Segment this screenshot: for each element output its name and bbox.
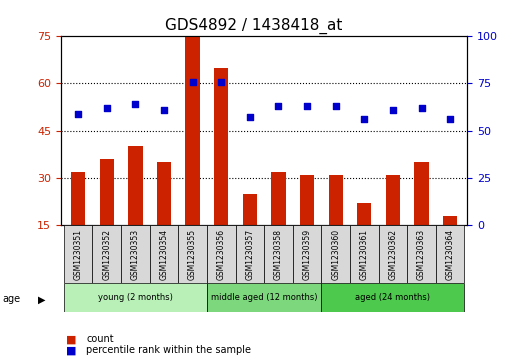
Text: aged (24 months): aged (24 months): [356, 293, 430, 302]
Point: [446, 117, 454, 122]
Bar: [243, 193, 257, 225]
Text: GSM1230363: GSM1230363: [417, 229, 426, 280]
FancyBboxPatch shape: [150, 225, 178, 283]
Text: GSM1230361: GSM1230361: [360, 229, 369, 280]
Point: [274, 103, 282, 109]
Text: GSM1230362: GSM1230362: [389, 229, 397, 280]
Point: [103, 105, 111, 111]
Bar: [415, 162, 429, 225]
FancyBboxPatch shape: [64, 225, 92, 283]
FancyBboxPatch shape: [293, 225, 322, 283]
Point: [160, 107, 168, 113]
FancyBboxPatch shape: [378, 225, 407, 283]
Text: GSM1230351: GSM1230351: [74, 229, 83, 280]
FancyBboxPatch shape: [264, 225, 293, 283]
Bar: [443, 216, 457, 225]
Text: GSM1230357: GSM1230357: [245, 229, 255, 280]
Text: age: age: [3, 294, 21, 305]
Bar: [357, 203, 371, 225]
Bar: [128, 146, 143, 225]
FancyBboxPatch shape: [350, 225, 378, 283]
Text: GSM1230356: GSM1230356: [217, 229, 226, 280]
Text: ■: ■: [66, 345, 77, 355]
Point: [332, 103, 340, 109]
Point: [418, 105, 426, 111]
Text: ▶: ▶: [38, 294, 46, 305]
Bar: [157, 162, 171, 225]
Bar: [271, 172, 285, 225]
Text: GDS4892 / 1438418_at: GDS4892 / 1438418_at: [165, 18, 343, 34]
Point: [389, 107, 397, 113]
Point: [303, 103, 311, 109]
FancyBboxPatch shape: [178, 225, 207, 283]
Text: GSM1230352: GSM1230352: [102, 229, 111, 280]
Text: GSM1230360: GSM1230360: [331, 229, 340, 280]
FancyBboxPatch shape: [64, 283, 207, 312]
FancyBboxPatch shape: [236, 225, 264, 283]
Point: [131, 101, 139, 107]
FancyBboxPatch shape: [207, 283, 322, 312]
FancyBboxPatch shape: [322, 225, 350, 283]
Text: percentile rank within the sample: percentile rank within the sample: [86, 345, 251, 355]
Text: GSM1230364: GSM1230364: [446, 229, 455, 280]
Bar: [100, 159, 114, 225]
FancyBboxPatch shape: [121, 225, 150, 283]
Bar: [386, 175, 400, 225]
Bar: [214, 68, 229, 225]
Point: [246, 115, 254, 121]
Point: [360, 117, 368, 122]
Text: GSM1230358: GSM1230358: [274, 229, 283, 280]
Text: middle aged (12 months): middle aged (12 months): [211, 293, 318, 302]
Bar: [71, 172, 85, 225]
Text: GSM1230359: GSM1230359: [303, 229, 311, 280]
Text: GSM1230354: GSM1230354: [160, 229, 169, 280]
Text: GSM1230353: GSM1230353: [131, 229, 140, 280]
Point: [74, 111, 82, 117]
Bar: [329, 175, 343, 225]
Text: GSM1230355: GSM1230355: [188, 229, 197, 280]
Text: ■: ■: [66, 334, 77, 344]
Point: [217, 79, 225, 85]
Text: count: count: [86, 334, 114, 344]
FancyBboxPatch shape: [92, 225, 121, 283]
FancyBboxPatch shape: [322, 283, 464, 312]
Point: [188, 79, 197, 85]
FancyBboxPatch shape: [207, 225, 236, 283]
FancyBboxPatch shape: [407, 225, 436, 283]
FancyBboxPatch shape: [436, 225, 464, 283]
Text: young (2 months): young (2 months): [98, 293, 173, 302]
Bar: [185, 36, 200, 225]
Bar: [300, 175, 314, 225]
